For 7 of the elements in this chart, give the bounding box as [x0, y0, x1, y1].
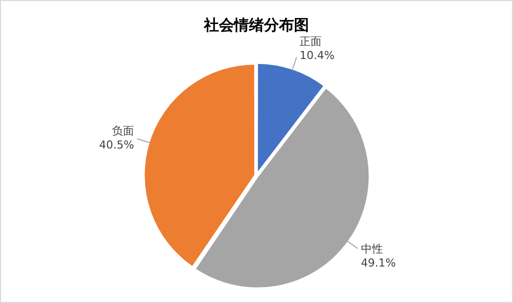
chart-title: 社会情绪分布图 [203, 16, 309, 34]
data-label: 10.4% [300, 48, 335, 62]
data-label: 40.5% [99, 138, 134, 152]
slice-label: 负面 [112, 124, 134, 138]
data-label: 49.1% [360, 256, 396, 270]
slice-label: 正面 [300, 34, 322, 48]
slice-label: 中性 [360, 242, 383, 256]
